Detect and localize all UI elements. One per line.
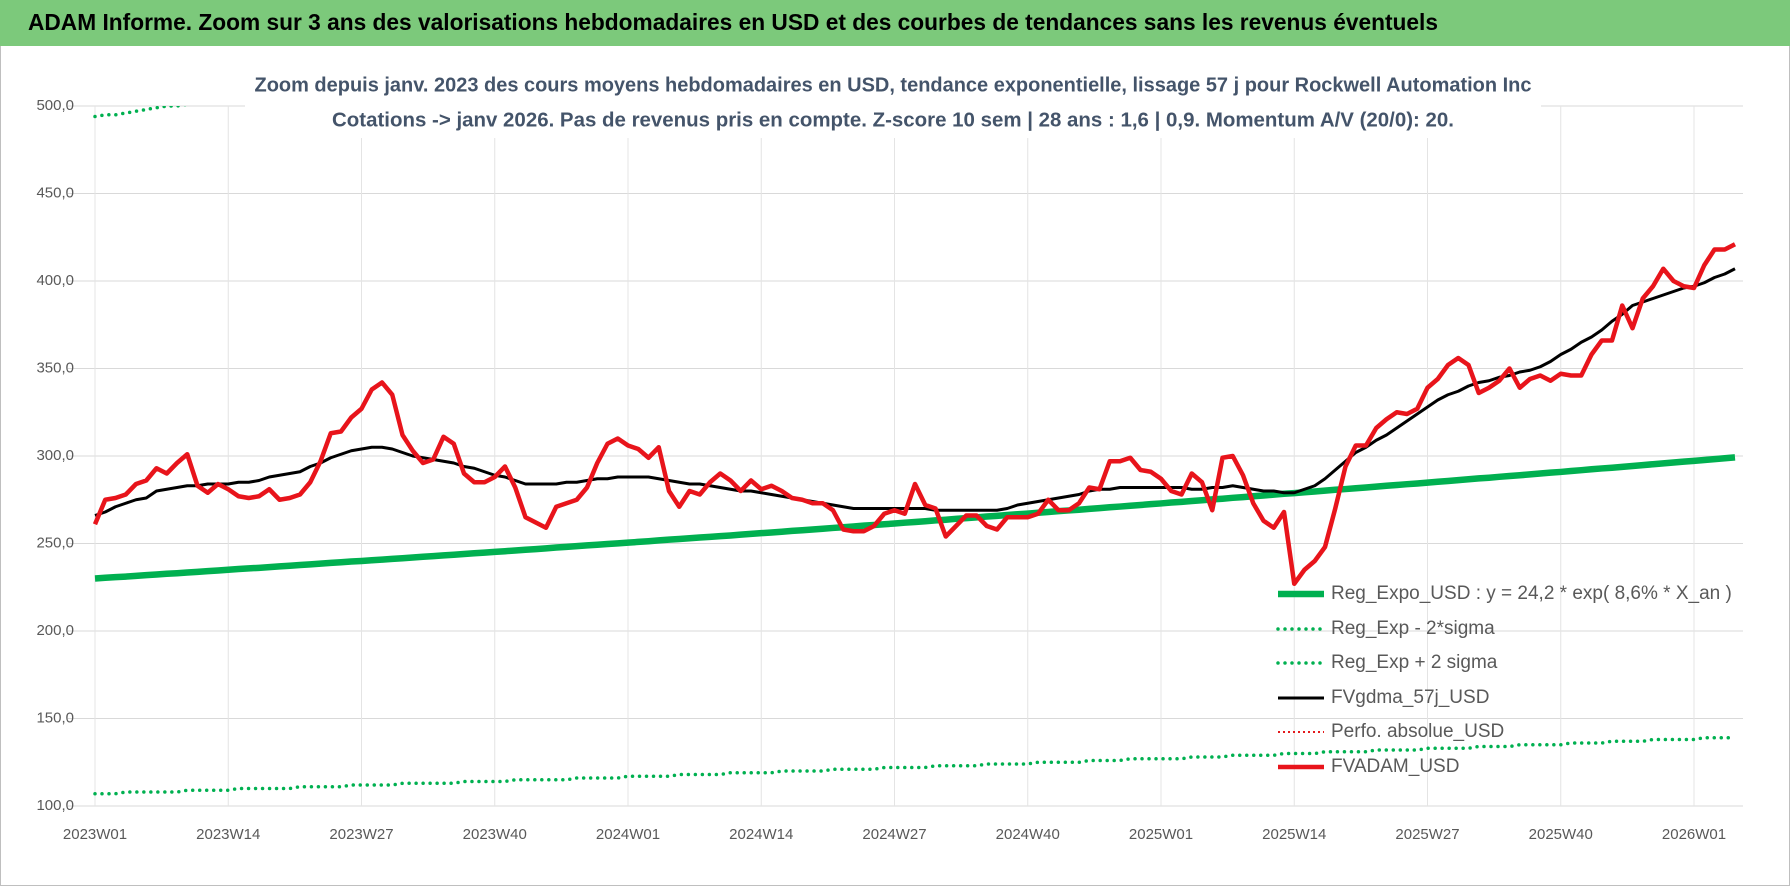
series-line [94, 267, 1736, 517]
x-tick-label: 2023W27 [329, 826, 393, 843]
grid [68, 105, 1743, 807]
x-tick-label: 2025W01 [1129, 826, 1193, 843]
x-tick-label: 2026W01 [1662, 826, 1726, 843]
y-tick-label: 450,0 [36, 184, 74, 201]
x-tick-label: 2023W01 [63, 826, 127, 843]
y-tick-label: 300,0 [36, 447, 74, 464]
x-tick-label: 2023W40 [463, 826, 527, 843]
y-tick-label: 250,0 [36, 534, 74, 551]
series-line [92, 242, 1737, 586]
y-tick-label: 200,0 [36, 622, 74, 639]
x-tick-label: 2024W27 [862, 826, 926, 843]
subtitle-box [245, 68, 1541, 138]
legend-label: Reg_Expo_USD : y = 24,2 * exp( 8,6% * X_… [1331, 583, 1732, 604]
header-bar [0, 0, 1790, 46]
chart-subtitle: Cotations -> janv 2026. Pas de revenus p… [332, 109, 1454, 131]
x-tick-label: 2025W14 [1262, 826, 1326, 843]
legend-label: FVADAM_USD [1331, 756, 1459, 777]
x-tick-label: 2023W14 [196, 826, 260, 843]
legend-label: Reg_Exp + 2 sigma [1331, 652, 1498, 673]
x-tick-label: 2024W14 [729, 826, 793, 843]
chart-title: ADAM Informe. Zoom sur 3 ans des valoris… [28, 9, 1438, 35]
legend: Reg_Expo_USD : y = 24,2 * exp( 8,6% * X_… [1276, 583, 1732, 777]
y-tick-label: 100,0 [36, 797, 74, 814]
series-line [94, 454, 1736, 582]
x-tick-label: 2025W40 [1529, 826, 1593, 843]
legend-label: Perfo. absolue_USD [1331, 721, 1504, 742]
x-tick-label: 2024W40 [996, 826, 1060, 843]
y-tick-label: 400,0 [36, 272, 74, 289]
x-tick-label: 2024W01 [596, 826, 660, 843]
y-tick-label: 150,0 [36, 709, 74, 726]
plot [92, 106, 1737, 796]
y-tick-label: 350,0 [36, 359, 74, 376]
series-line [93, 736, 1737, 796]
legend-label: FVgdma_57j_USD [1331, 687, 1489, 708]
chart-subtitle: Zoom depuis janv. 2023 des cours moyens … [255, 74, 1532, 96]
x-tick-label: 2025W27 [1395, 826, 1459, 843]
y-tick-label: 500,0 [36, 97, 74, 114]
legend-label: Reg_Exp - 2*sigma [1331, 618, 1495, 639]
